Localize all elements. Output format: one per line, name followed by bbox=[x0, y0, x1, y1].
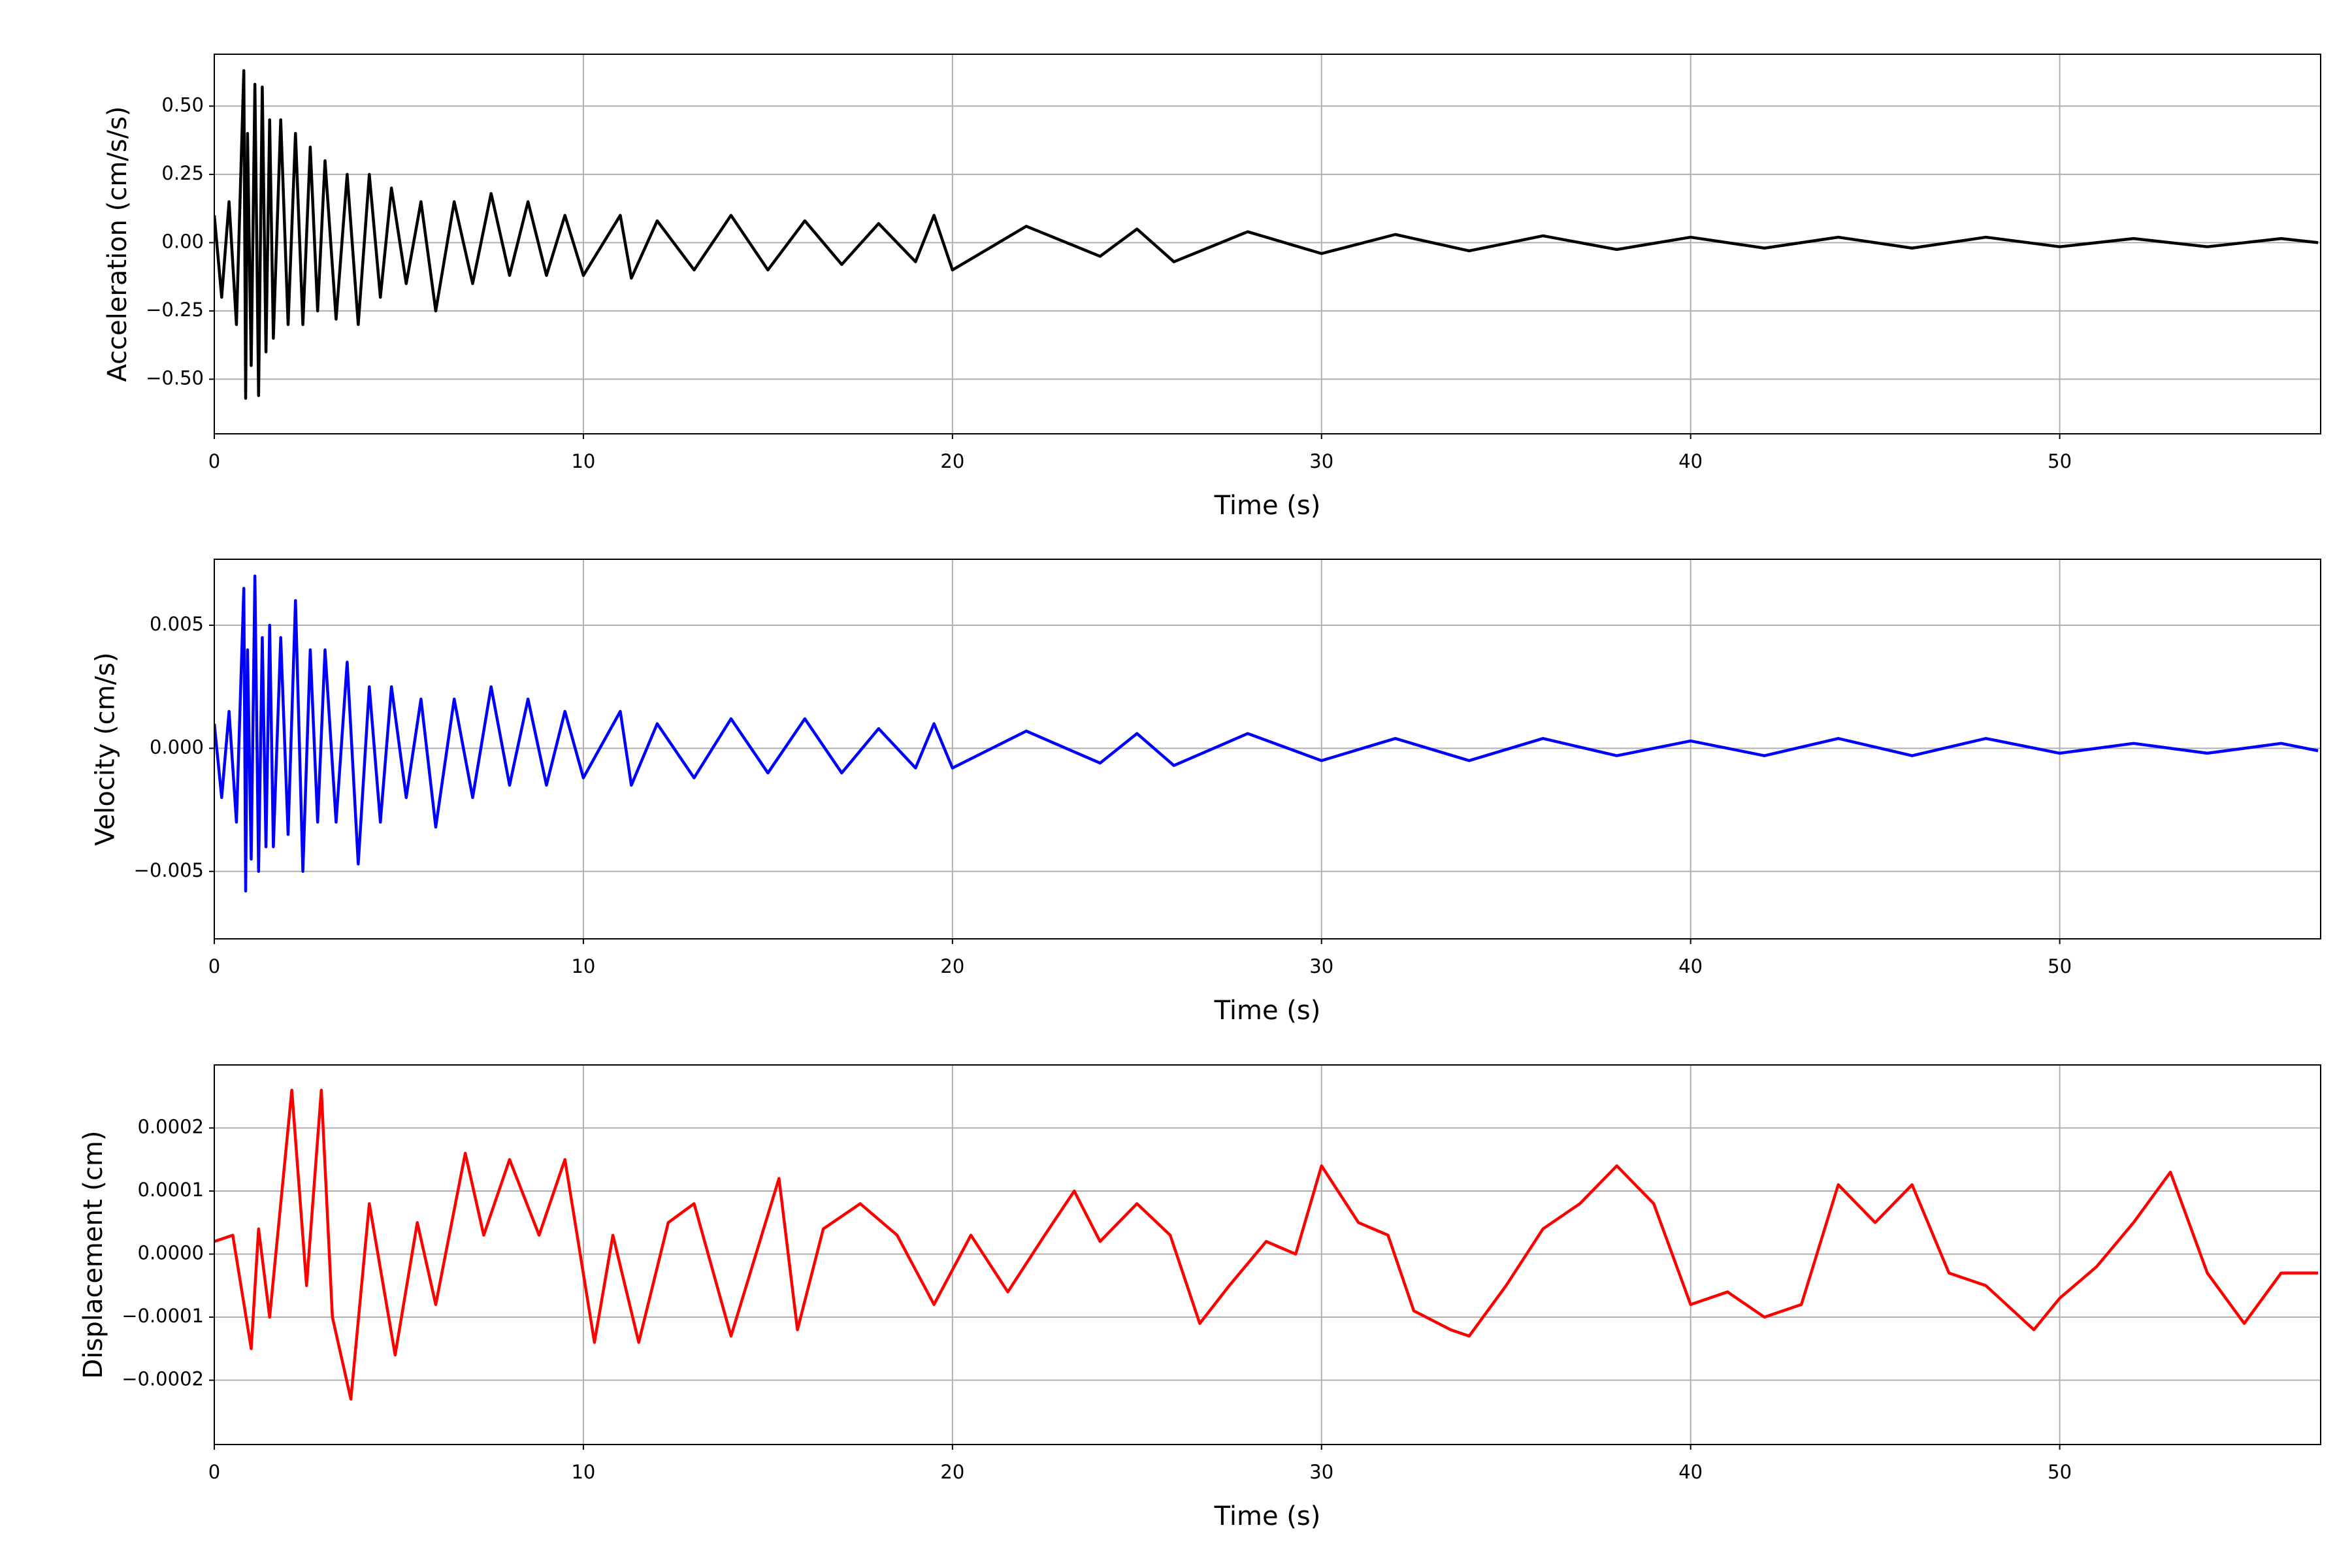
x-tick-label: 40 bbox=[1678, 1461, 1703, 1483]
x-tick-label: 10 bbox=[571, 955, 595, 977]
y-tick-label: 0.000 bbox=[150, 736, 204, 758]
x-tick-label: 40 bbox=[1678, 955, 1703, 977]
y-tick-label: 0.50 bbox=[161, 93, 204, 116]
data-line bbox=[214, 69, 2319, 400]
y-tick-label: −0.0002 bbox=[122, 1368, 204, 1390]
y-tick-label: −0.50 bbox=[146, 367, 204, 389]
y-tick-label: −0.0001 bbox=[122, 1305, 204, 1327]
x-tick-label: 50 bbox=[2048, 955, 2072, 977]
x-axis-label: Time (s) bbox=[1214, 1501, 1321, 1531]
y-tick-label: 0.25 bbox=[161, 162, 204, 184]
x-tick-label: 20 bbox=[940, 450, 964, 472]
x-axis-label: Time (s) bbox=[1214, 491, 1321, 521]
x-axis-label: Time (s) bbox=[1214, 996, 1321, 1026]
x-tick-label: 40 bbox=[1678, 450, 1703, 472]
y-axis-label: Velocity (cm/s) bbox=[91, 652, 121, 845]
x-tick-label: 10 bbox=[571, 450, 595, 472]
x-tick-label: 30 bbox=[1309, 1461, 1333, 1483]
axes-frame bbox=[214, 559, 2321, 939]
subplot: 0 10 20 30 40 50 −0.50 −0.25 0.00 0.25 0.50 Time (s… bbox=[103, 54, 2321, 521]
y-tick-label: 0.0001 bbox=[138, 1179, 204, 1201]
x-tick-label: 20 bbox=[940, 1461, 964, 1483]
x-tick-label: 20 bbox=[940, 955, 964, 977]
y-axis-label: Acceleration (cm/s/s) bbox=[103, 106, 133, 382]
subplot: 0 10 20 30 40 50 −0.005 0.000 0.005 Time (s) Veloc… bbox=[91, 559, 2321, 1026]
x-tick-label: 30 bbox=[1309, 955, 1333, 977]
axes-frame bbox=[214, 1064, 2321, 1445]
x-tick-label: 30 bbox=[1309, 450, 1333, 472]
subplot: 0 10 20 30 40 50 −0.0002 −0.0001 0.0000 0.0001 0.0… bbox=[78, 1064, 2321, 1531]
x-tick-label: 50 bbox=[2048, 450, 2072, 472]
y-axis-label: Displacement (cm) bbox=[78, 1131, 108, 1379]
x-tick-label: 10 bbox=[571, 1461, 595, 1483]
data-line bbox=[214, 574, 2319, 893]
x-tick-label: 0 bbox=[208, 955, 220, 977]
y-tick-label: −0.25 bbox=[146, 299, 204, 321]
x-tick-label: 50 bbox=[2048, 1461, 2072, 1483]
y-tick-label: −0.005 bbox=[134, 859, 204, 881]
y-tick-label: 0.005 bbox=[150, 613, 204, 635]
y-tick-label: 0.0002 bbox=[138, 1116, 204, 1138]
axes-frame bbox=[214, 54, 2321, 434]
x-tick-label: 0 bbox=[208, 450, 220, 472]
x-tick-label: 0 bbox=[208, 1461, 220, 1483]
y-tick-label: 0.00 bbox=[161, 230, 204, 252]
data-line bbox=[214, 1088, 2319, 1401]
y-tick-label: 0.0000 bbox=[138, 1242, 204, 1264]
